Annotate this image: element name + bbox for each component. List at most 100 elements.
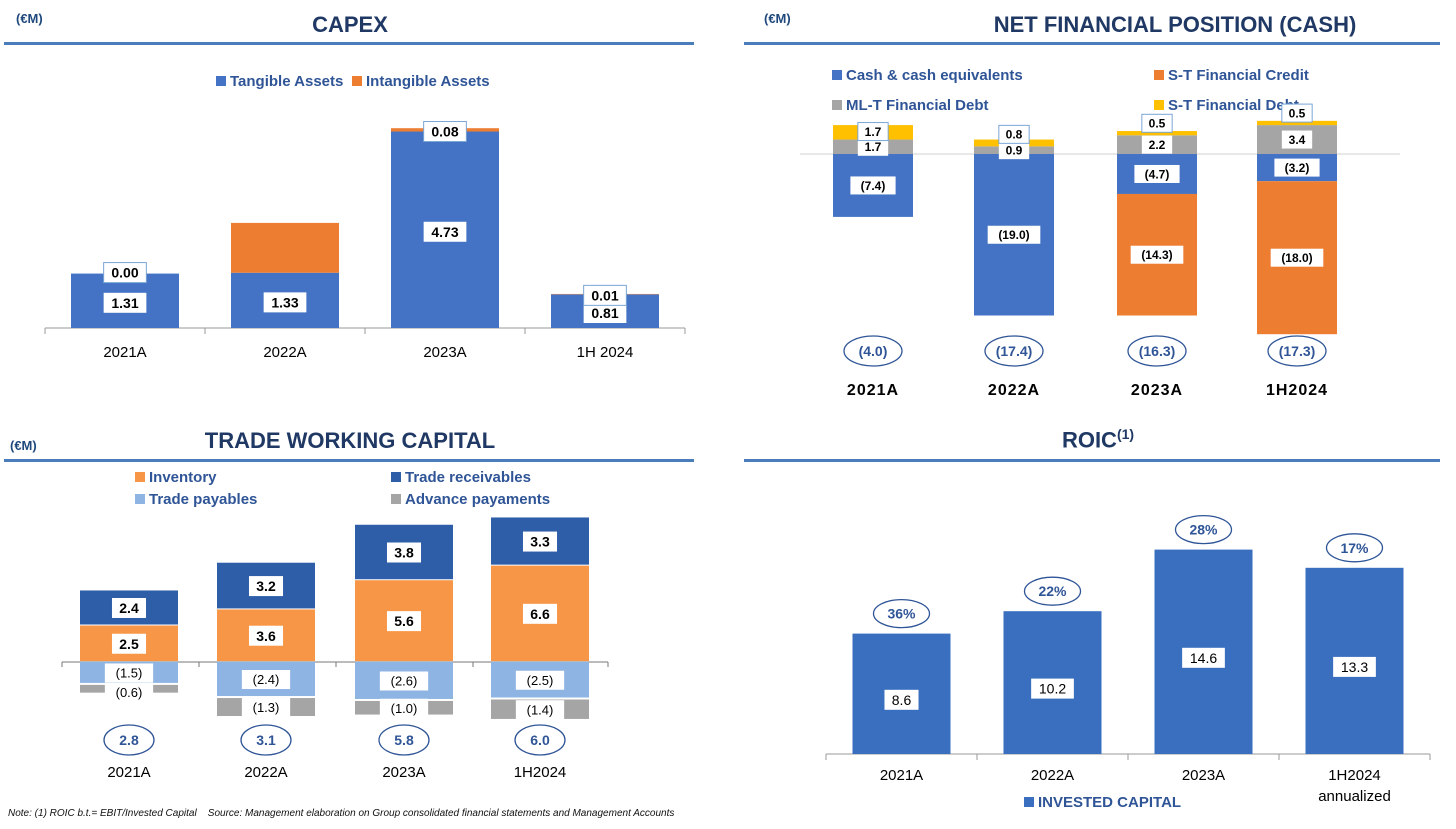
twc-total-oval: [378, 724, 430, 756]
twc-title-rule: [4, 459, 694, 462]
capex-x-label: 1H 2024: [577, 344, 634, 361]
nfp-x-label: 2021A: [847, 382, 899, 399]
twc-label-inventory: 6.6: [530, 606, 550, 622]
roic-title-sup: (1): [1116, 426, 1135, 442]
roic-label-invested-capital: 10.2: [1039, 681, 1066, 697]
twc-label-receivables-box: [386, 542, 422, 563]
roic-label-invested-capital-box: [884, 689, 919, 710]
twc-label-payables: (2.5): [527, 673, 554, 688]
capex-legend-intangible-swatch: [352, 76, 362, 86]
capex-label-intangible-box: [103, 262, 147, 284]
twc-total: 2.8: [119, 732, 139, 748]
twc-label-advance: (1.0): [391, 701, 418, 716]
capex-unit: (€M): [16, 11, 43, 26]
nfp-label-mlt-debt-box: [998, 141, 1030, 160]
twc-legend-receivables-swatch: [391, 472, 401, 482]
twc-legend-advance: Advance payaments: [405, 491, 550, 508]
nfp-label-st-credit: (18.0): [1281, 251, 1312, 265]
nfp-total-oval: [1127, 335, 1187, 367]
nfp-total-oval: [843, 335, 903, 367]
capex-bar-intangible: [231, 222, 339, 273]
nfp-label-cash: (3.2): [1285, 161, 1310, 175]
nfp-title: NET FINANCIAL POSITION (CASH): [993, 12, 1357, 37]
capex-panel: (€M) CAPEX Tangible Assets Intangible Ass…: [0, 0, 700, 400]
nfp-label-st-credit-box: [1270, 248, 1324, 267]
roic-value-oval: [872, 598, 931, 629]
twc-legend-inventory: Inventory: [149, 469, 217, 486]
capex-label-tangible-box: [583, 303, 627, 323]
nfp-legend-st-credit: S-T Financial Credit: [1168, 67, 1309, 84]
roic-label-invested-capital: 8.6: [892, 692, 912, 708]
roic-x-sublabel: annualized: [1318, 788, 1391, 805]
nfp-legend-st-debt: S-T Financial Debt: [1168, 97, 1299, 114]
twc-legend-advance-swatch: [391, 494, 401, 504]
roic-panel: ROIC(1) 8.6 36% 2021A 10.2 22% 2022A 14.6 28% 20…: [740, 420, 1456, 815]
capex-legend-tangible-swatch: [216, 76, 226, 86]
roic-title-text: ROIC: [1061, 427, 1117, 453]
capex-label-tangible-box: [423, 221, 467, 242]
nfp-total: (17.3): [1279, 343, 1316, 359]
twc-label-advance: (1.3): [253, 700, 280, 715]
nfp-label-cash-box: [1134, 164, 1180, 183]
nfp-label-cash-box: [1274, 158, 1320, 177]
twc-label-payables: (1.5): [116, 666, 143, 681]
roic-chart: 8.6 36% 2021A 10.2 22% 2022A 14.6 28% 2023A 13.3 1…: [825, 514, 1431, 811]
roic-x-label: 2023A: [1182, 767, 1225, 784]
twc-label-inventory: 2.5: [119, 636, 139, 652]
capex-label-intangible: 0.00: [111, 265, 138, 281]
nfp-x-label: 2022A: [988, 382, 1040, 399]
footnote: Note: (1) ROIC b.t.= EBIT/Invested Capit…: [8, 808, 675, 819]
twc-total-oval: [240, 724, 292, 756]
capex-label-intangible-box: [423, 121, 467, 143]
roic-value: 36%: [887, 606, 916, 622]
twc-total-oval: [514, 724, 566, 756]
twc-label-payables: (2.4): [253, 672, 280, 687]
twc-label-inventory-box: [111, 633, 147, 654]
capex-x-label: 2022A: [263, 344, 306, 361]
capex-legend-tangible: Tangible Assets: [230, 73, 343, 90]
twc-label-payables-box: [104, 663, 154, 683]
capex-title: CAPEX: [312, 12, 388, 37]
nfp-x-label: 2023A: [1131, 382, 1183, 399]
twc-label-receivables: 3.2: [256, 578, 276, 594]
twc-total-oval: [103, 724, 155, 756]
nfp-label-st-credit-box: [1130, 245, 1184, 264]
capex-label-intangible-box: [583, 284, 627, 306]
twc-unit: (€M): [10, 438, 37, 453]
twc-label-advance-box: [104, 682, 154, 702]
roic-x-label: 2022A: [1031, 767, 1074, 784]
twc-legend-receivables: Trade receivables: [405, 469, 531, 486]
roic-value-oval: [1023, 576, 1082, 606]
capex-label-tangible: 1.33: [271, 294, 298, 310]
nfp-bar-st-debt: [1117, 131, 1197, 136]
capex-chart: Tangible Assets Intangible Assets 1.31 0.00…: [44, 73, 686, 361]
nfp-label-mlt-debt-box: [1141, 135, 1173, 154]
twc-label-advance-box: [515, 700, 565, 720]
capex-label-tangible-box: [103, 292, 147, 313]
capex-title-rule: [4, 42, 694, 45]
nfp-label-mlt-debt: 1.7: [865, 140, 882, 154]
roic-x-label: 1H2024: [1328, 767, 1381, 784]
nfp-label-cash: (7.4): [861, 179, 886, 193]
roic-label-invested-capital: 14.6: [1190, 650, 1217, 666]
nfp-total: (17.4): [996, 343, 1033, 359]
twc-label-receivables-box: [248, 576, 284, 597]
nfp-total-oval: [984, 335, 1044, 367]
nfp-legend-cash-swatch: [832, 70, 842, 80]
roic-value-oval: [1174, 514, 1233, 545]
nfp-label-st-debt: 0.5: [1149, 117, 1166, 131]
twc-legend-inventory-swatch: [135, 472, 145, 482]
nfp-label-st-credit: (14.3): [1141, 248, 1172, 262]
twc-chart: Inventory Trade receivables Trade payables…: [61, 469, 609, 781]
nfp-label-mlt-debt-box: [1281, 130, 1313, 149]
nfp-unit: (€M): [764, 11, 791, 26]
twc-label-receivables: 3.8: [394, 545, 414, 561]
nfp-label-cash: (4.7): [1145, 167, 1170, 181]
twc-x-label: 2021A: [107, 764, 150, 781]
capex-legend-intangible: Intangible Assets: [366, 73, 490, 90]
capex-label-intangible: 0.08: [431, 124, 458, 140]
roic-title: ROIC(1): [740, 426, 1456, 453]
roic-label-invested-capital: 13.3: [1341, 659, 1368, 675]
nfp-label-st-debt-box: [1281, 103, 1313, 123]
nfp-label-cash: (19.0): [998, 228, 1029, 242]
